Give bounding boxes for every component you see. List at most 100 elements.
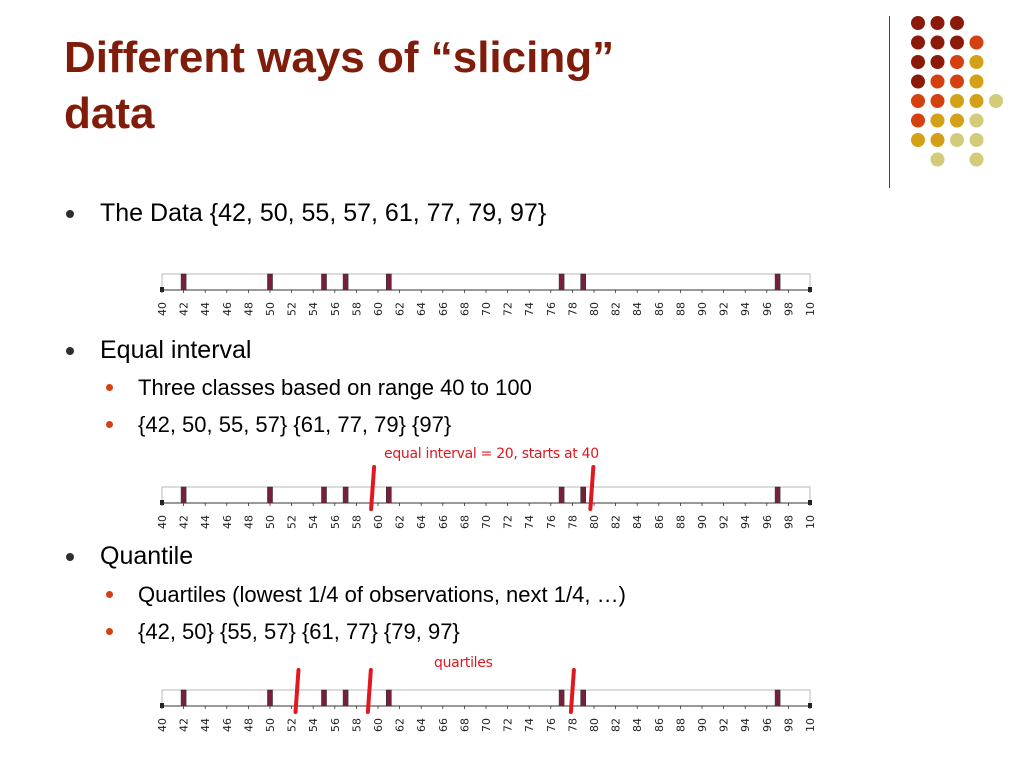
data-marker — [342, 689, 349, 707]
decorative-dot — [911, 133, 925, 147]
decorative-dot — [950, 113, 964, 128]
tick-label: 96 — [761, 302, 774, 316]
tick-label: 10 — [804, 515, 817, 529]
decorative-dot — [969, 35, 984, 50]
tick-label: 42 — [178, 515, 191, 529]
decorative-dot — [930, 55, 945, 69]
tick-label: 50 — [264, 302, 277, 316]
tick-label: 52 — [286, 515, 299, 529]
tick-label: 40 — [156, 515, 169, 529]
tick-label: 52 — [286, 302, 299, 316]
tick-label: 80 — [588, 515, 601, 529]
tick-label: 74 — [523, 302, 536, 316]
tick-label: 70 — [480, 302, 493, 316]
axis-frame — [161, 486, 811, 504]
class-break-line — [588, 465, 596, 511]
data-marker — [267, 689, 273, 707]
tick-label: 56 — [329, 302, 342, 316]
tick-label: 48 — [242, 302, 255, 316]
data-marker — [580, 689, 587, 707]
data-marker — [180, 273, 187, 291]
data-marker — [580, 273, 587, 291]
tick-label: 84 — [631, 718, 644, 732]
tick-label: 74 — [523, 718, 536, 732]
tick-label: 44 — [199, 718, 212, 732]
tick-label: 64 — [415, 302, 428, 316]
class-break-line — [293, 668, 301, 714]
decorative-dot — [911, 16, 925, 30]
decorative-dot — [911, 94, 925, 108]
tick-label: 10 — [804, 718, 817, 732]
tick-label: 86 — [653, 302, 666, 316]
data-marker — [558, 689, 565, 707]
data-marker — [386, 273, 392, 291]
tick-label: 98 — [782, 718, 795, 732]
tick-label: 76 — [545, 302, 558, 316]
class-break-line — [568, 668, 576, 714]
tick-label: 82 — [610, 718, 623, 732]
tick-label: 70 — [480, 515, 493, 529]
tick-label: 48 — [242, 718, 255, 732]
tick-label: 54 — [307, 515, 320, 529]
tick-label: 68 — [458, 302, 471, 316]
decorative-dot — [989, 94, 1003, 108]
data-marker — [342, 273, 349, 291]
tick-label: 76 — [545, 515, 558, 529]
decorative-dot — [911, 55, 925, 69]
tick-label: 90 — [696, 515, 709, 529]
axis-endcap — [160, 287, 164, 292]
tick-label: 40 — [156, 718, 169, 732]
tick-label: 88 — [674, 718, 687, 732]
decorative-dot — [911, 74, 925, 89]
tick-label: 90 — [696, 302, 709, 316]
decorative-dot — [950, 74, 964, 89]
decorative-dot — [950, 55, 964, 69]
tick-label: 96 — [761, 718, 774, 732]
data-marker — [342, 486, 349, 504]
data-marker — [558, 273, 565, 291]
tick-label: 88 — [674, 515, 687, 529]
tick-label: 62 — [394, 302, 407, 316]
axis-endcap — [808, 703, 812, 708]
tick-label: 78 — [566, 515, 579, 529]
tick-label: 72 — [502, 718, 515, 732]
decorative-dot — [911, 35, 925, 50]
tick-label: 60 — [372, 718, 385, 732]
tick-label: 46 — [221, 718, 234, 732]
tick-label: 90 — [696, 718, 709, 732]
tick-label: 86 — [653, 515, 666, 529]
tick-label: 62 — [394, 718, 407, 732]
decorative-dot — [969, 55, 984, 69]
axis-endcap — [160, 500, 164, 505]
data-marker — [386, 486, 392, 504]
tick-label: 80 — [588, 302, 601, 316]
decorative-dot — [969, 94, 984, 108]
axis-endcap — [808, 500, 812, 505]
tick-label: 80 — [588, 718, 601, 732]
number-line-equal-interval: 40 42 44 46 48 50 52 54 56 58 60 62 64 66 68 70 72 74 76 78… — [156, 465, 817, 529]
tick-label: 56 — [329, 515, 342, 529]
decorative-dot — [950, 94, 964, 108]
data-marker — [321, 273, 327, 291]
quartiles-annotation: quartiles — [434, 655, 493, 671]
tick-label: 58 — [350, 302, 363, 316]
tick-label: 64 — [415, 718, 428, 732]
tick-label: 48 — [242, 515, 255, 529]
tick-label: 70 — [480, 718, 493, 732]
tick-label: 78 — [566, 302, 579, 316]
class-break-line — [365, 668, 373, 714]
tick-label: 60 — [372, 515, 385, 529]
decorative-dot — [930, 133, 945, 147]
data-marker — [558, 486, 565, 504]
decorative-divider — [889, 16, 890, 188]
sub-bullet-equal-groups: {42, 50, 55, 57} {61, 77, 79} {97} — [105, 412, 452, 437]
tick-label: 96 — [761, 515, 774, 529]
tick-label: 58 — [350, 515, 363, 529]
decorative-dot — [911, 113, 925, 128]
bullet-quantile: Quantile — [65, 542, 194, 570]
equal-interval-annotation: equal interval = 20, starts at 40 — [384, 446, 599, 462]
title-line-2: data — [64, 89, 155, 138]
tick-label: 60 — [372, 302, 385, 316]
tick-label: 66 — [437, 718, 450, 732]
tick-label: 50 — [264, 515, 277, 529]
